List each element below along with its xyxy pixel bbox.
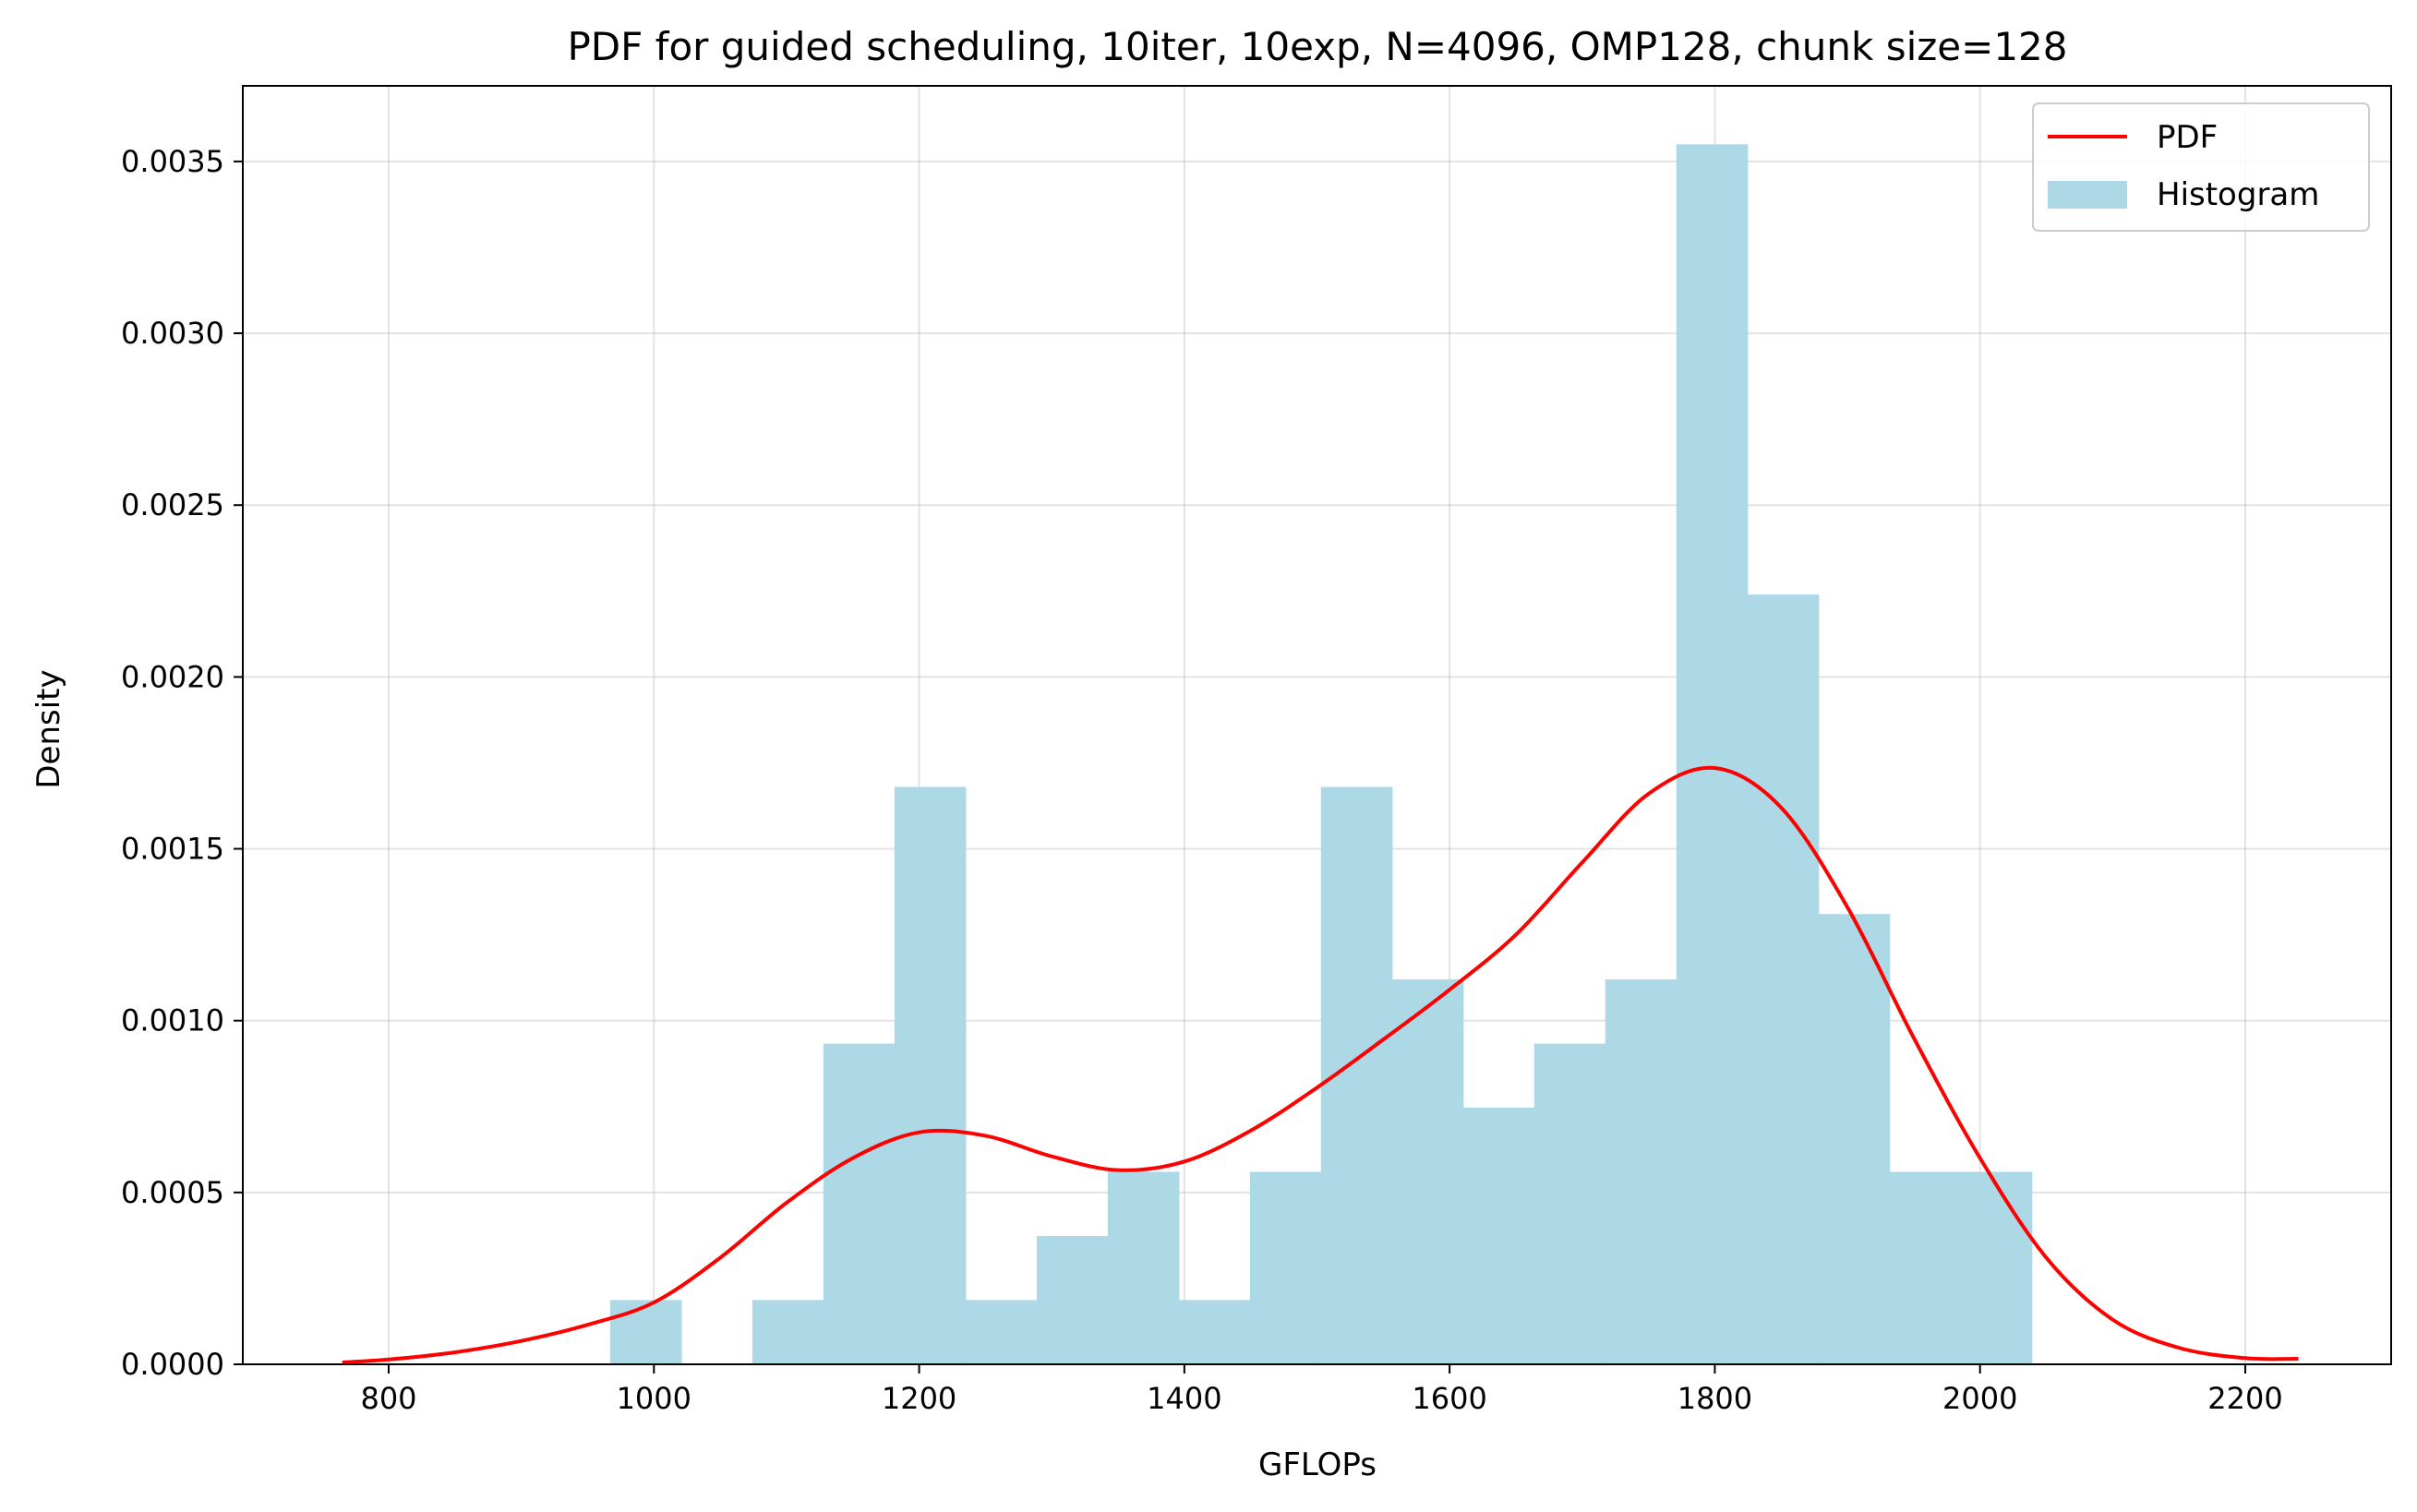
histogram-bar [1818, 914, 1891, 1364]
y-tick-label: 0.0030 [121, 316, 224, 351]
plot-frame [242, 85, 2392, 1365]
y-tick-label: 0.0000 [121, 1347, 224, 1382]
pdf-line [342, 765, 2299, 1364]
histogram-bar [1107, 1171, 1180, 1364]
y-tick-label: 0.0025 [121, 487, 224, 522]
histogram-bar [1889, 1171, 1962, 1364]
legend-histogram-label: Histogram [2157, 176, 2319, 213]
y-tick-label: 0.0020 [121, 659, 224, 694]
histogram-bar [752, 1300, 824, 1364]
histogram-bars [609, 144, 2033, 1365]
x-tick-label: 1800 [1677, 1381, 1752, 1416]
x-tick-label: 1600 [1412, 1381, 1486, 1416]
histogram-bar [1178, 1300, 1251, 1364]
legend: PDF Histogram [2032, 102, 2370, 232]
pdf-line-layer [342, 765, 2299, 1364]
y-tick-label: 0.0035 [121, 144, 224, 179]
histogram-bar [1533, 1043, 1606, 1364]
histogram-bar [1462, 1107, 1535, 1364]
y-tick-label: 0.0015 [121, 832, 224, 867]
ticks-layer: 800 1000 1200 1400 1600 1800 2000 2200 0.0000 0.0… [121, 144, 2283, 1416]
histogram-bar [894, 786, 967, 1364]
legend-pdf-label: PDF [2157, 119, 2218, 156]
y-axis-label: Density [30, 669, 67, 788]
x-tick-label: 800 [360, 1381, 416, 1416]
histogram-bar [1960, 1171, 2033, 1364]
histogram-bar [965, 1300, 1038, 1364]
histogram-bar [1605, 979, 1677, 1364]
histogram-bar [1249, 1171, 1322, 1364]
axes-layer [242, 85, 2392, 1365]
x-tick-label: 2200 [2207, 1381, 2282, 1416]
x-tick-label: 1200 [882, 1381, 956, 1416]
x-tick-label: 1000 [617, 1381, 691, 1416]
histogram-bar [1747, 594, 1820, 1364]
y-tick-label: 0.0005 [121, 1175, 224, 1210]
histogram-bar [609, 1300, 682, 1364]
x-tick-label: 1400 [1147, 1381, 1221, 1416]
chart-title: PDF for guided scheduling, 10iter, 10exp… [567, 24, 2067, 69]
histogram-bar [1676, 144, 1749, 1365]
legend-histogram-swatch [2048, 181, 2127, 209]
y-tick-label: 0.0010 [121, 1003, 224, 1038]
x-tick-label: 2000 [1942, 1381, 2017, 1416]
x-axis-label: GFLOPs [1258, 1446, 1377, 1483]
histogram-bar [823, 1043, 896, 1364]
histogram-bar [1391, 979, 1464, 1364]
histogram-bar [1036, 1236, 1109, 1364]
